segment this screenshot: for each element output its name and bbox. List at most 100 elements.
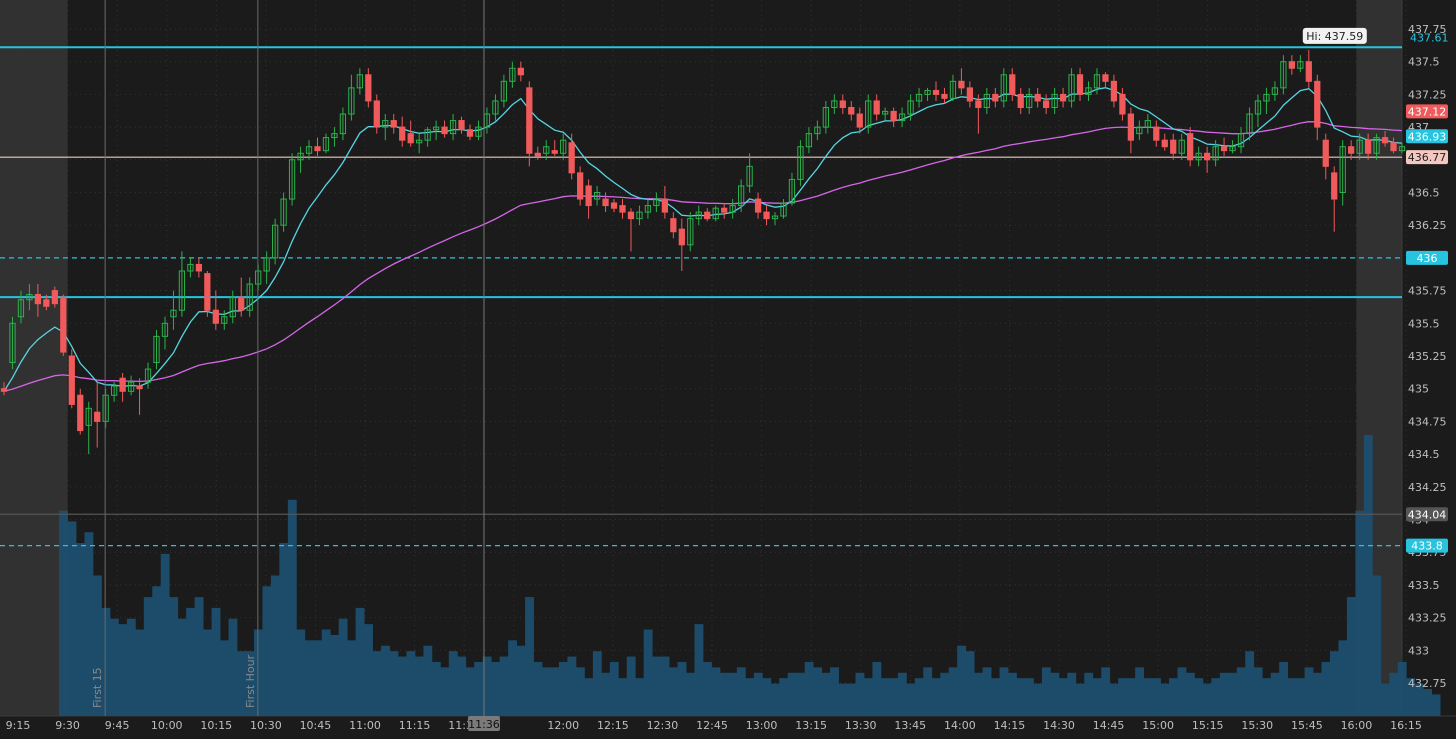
price-label-text: 437.12 (1408, 105, 1447, 118)
volume-bar (381, 645, 390, 716)
candle-body (1373, 137, 1380, 154)
candle-body (1119, 93, 1126, 115)
volume-bar (1219, 672, 1229, 716)
candle (195, 257, 202, 278)
time-tick-label: 11:15 (399, 719, 431, 732)
volume-bar (889, 678, 899, 716)
candle-body (322, 137, 330, 152)
volume-bar (575, 667, 585, 716)
candle (1068, 68, 1075, 108)
candle (602, 192, 609, 213)
volume-bar (525, 597, 534, 716)
candle-body (526, 87, 533, 154)
volume-bar (1262, 678, 1272, 716)
volume-bar (1152, 678, 1161, 716)
candle (907, 94, 914, 121)
event-marker-label: First Hour (244, 654, 257, 708)
volume-bar (770, 683, 780, 716)
candle (60, 294, 67, 356)
candle-body (983, 93, 990, 108)
candle (661, 185, 668, 219)
price-tick-label: 435.25 (1408, 350, 1447, 363)
volume-bar (330, 634, 340, 716)
time-tick-label: 12:15 (597, 719, 629, 732)
candle-body (1085, 87, 1092, 95)
candle (178, 251, 186, 317)
volume-bar (169, 597, 179, 716)
candle (1356, 133, 1363, 160)
volume-bar (745, 678, 755, 716)
volume-bar (923, 667, 933, 716)
volume-bar (897, 672, 907, 716)
candle (543, 140, 550, 160)
volume-bar (1185, 672, 1195, 716)
candle (1009, 68, 1016, 101)
time-tick-label: 15:00 (1142, 719, 1174, 732)
candle (373, 94, 380, 134)
candle (1322, 133, 1329, 180)
volume-bar (609, 661, 619, 716)
candle-body (856, 113, 863, 128)
candle-body (754, 198, 762, 213)
candle (1127, 107, 1134, 154)
candle-body (1322, 139, 1329, 167)
candle (738, 179, 745, 213)
candle (314, 137, 321, 156)
time-axis: 9:15 9:30 9:45 10:00 10:15 10:30 10:45 11:00 11:… (6, 716, 1422, 732)
candle-body (373, 100, 380, 128)
candle (509, 61, 516, 88)
price-label-box (1406, 129, 1448, 144)
volume-bar (957, 645, 967, 716)
candle (85, 401, 92, 455)
slow-moving-average (3, 121, 1403, 392)
candle (119, 373, 126, 402)
candle-body (814, 126, 821, 135)
candle (924, 87, 931, 101)
candle-body (907, 100, 914, 115)
candle (1093, 68, 1101, 95)
volume-bar (880, 678, 890, 716)
candle-body (551, 150, 558, 154)
candle (356, 68, 363, 95)
candle-body (890, 110, 897, 122)
volume-bar (1329, 651, 1339, 716)
candle (1212, 140, 1219, 167)
candle-body (653, 198, 660, 207)
candle (585, 179, 592, 219)
time-tick-label: 15:15 (1192, 719, 1224, 732)
volume-bar (160, 553, 170, 716)
volume-bar (1092, 678, 1102, 716)
candle (560, 133, 567, 160)
volume-bar (1389, 672, 1399, 716)
candle-body (1043, 100, 1050, 108)
candle-body (873, 100, 880, 115)
volume-bar (1279, 661, 1289, 716)
candle (932, 81, 940, 101)
candle (204, 270, 211, 317)
candle (1229, 140, 1236, 154)
volume-bar (1194, 678, 1204, 716)
volume-bar (1033, 683, 1043, 716)
volume-bar (1236, 667, 1246, 716)
candle-body (1237, 133, 1245, 148)
candle-body (229, 296, 236, 318)
price-tick-label: 437.25 (1408, 88, 1447, 101)
volume-bar (982, 667, 992, 716)
candle (695, 205, 702, 226)
candle (221, 310, 228, 330)
candle-body (441, 126, 448, 135)
candle (424, 127, 431, 147)
volume-bar (830, 667, 839, 716)
price-tick-label: 435.75 (1408, 285, 1447, 298)
candle-body (670, 218, 677, 233)
candle (822, 100, 829, 134)
candle-body (246, 283, 253, 311)
candle (1110, 74, 1118, 108)
candle (670, 212, 677, 239)
price-tick-label: 436.25 (1408, 219, 1447, 232)
volume-bar (364, 624, 373, 716)
volume-bar (965, 651, 975, 716)
crosshair-time-label: 11:36 (468, 718, 500, 731)
